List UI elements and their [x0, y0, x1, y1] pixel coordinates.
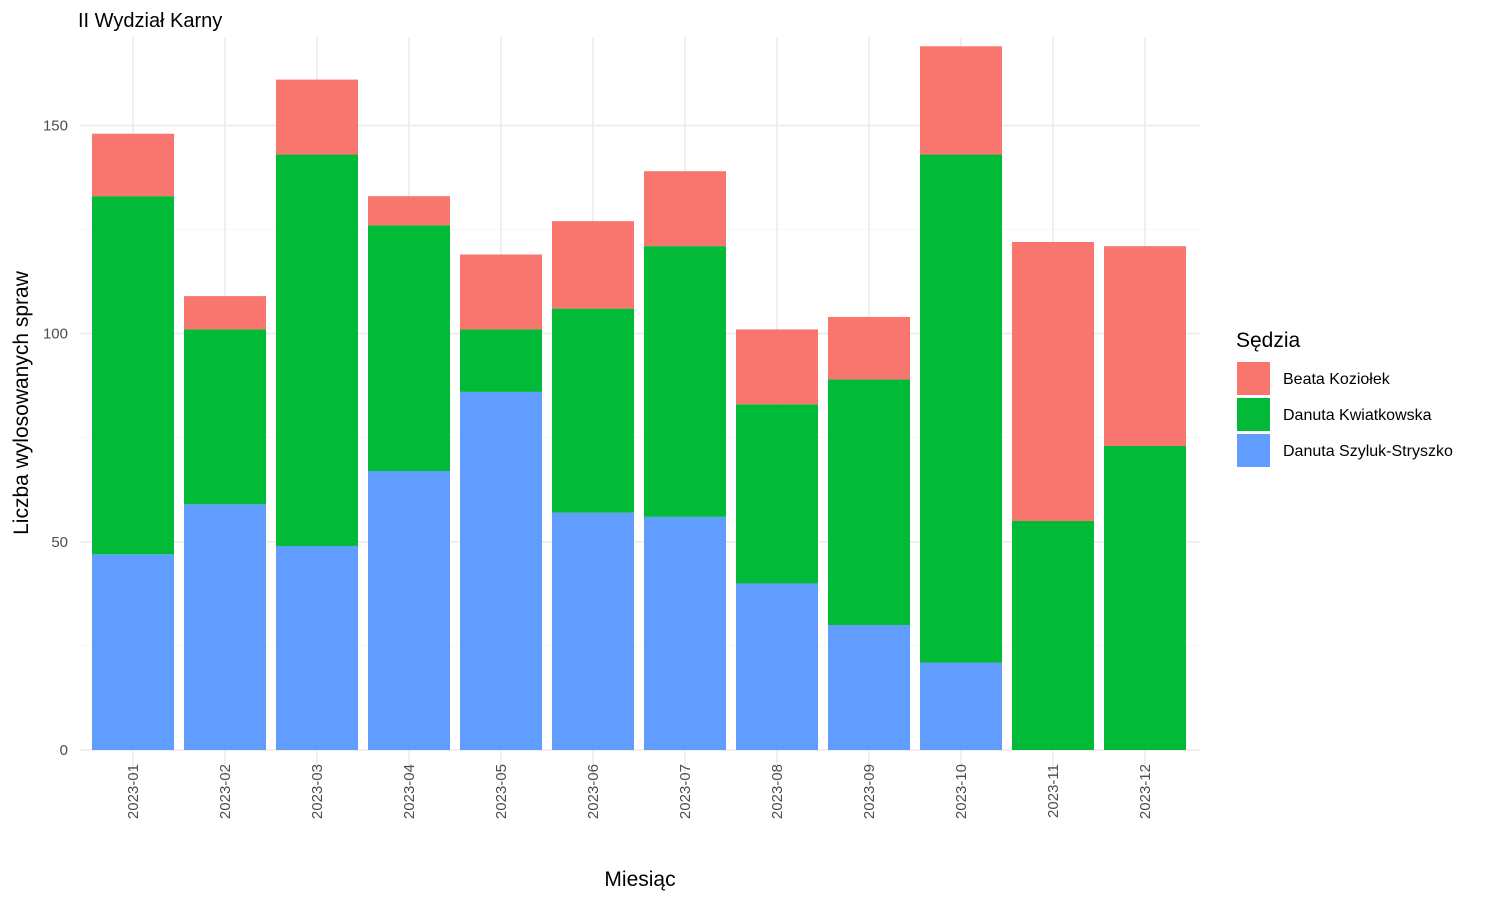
bar-segment — [920, 662, 1002, 750]
legend-key — [1237, 434, 1270, 467]
y-tick-label: 50 — [51, 534, 68, 551]
bar-segment — [1012, 520, 1094, 750]
x-tick-label: 2023-07 — [677, 764, 694, 819]
bar-segment — [1012, 241, 1094, 521]
x-tick-labels: 2023-01 2023-02 2023-03 2023-04 2023-05 2023-… — [125, 764, 1154, 819]
y-tick-label: 150 — [43, 117, 68, 134]
bar-segment — [736, 583, 818, 750]
chart-title: II Wydział Karny — [78, 10, 222, 32]
bar-segment — [1104, 446, 1186, 750]
x-tick-label: 2023-09 — [861, 764, 878, 819]
bar-segment — [460, 329, 542, 392]
legend-title: Sędzia — [1236, 329, 1301, 352]
bar-segment — [368, 225, 450, 472]
bar-segment — [460, 254, 542, 330]
bar-segment — [736, 329, 818, 405]
bar-segment — [920, 46, 1002, 155]
bar-segment — [184, 296, 266, 330]
y-axis-title: Liczba wylosowanych spraw — [10, 270, 33, 535]
bar-segment — [828, 625, 910, 750]
bar-segment — [644, 171, 726, 247]
bar-segment — [92, 554, 174, 750]
bar-segment — [276, 154, 358, 546]
x-tick-label: 2023-06 — [585, 764, 602, 819]
bar-segment — [828, 316, 910, 380]
legend-label: Beata Koziołek — [1283, 371, 1391, 388]
bar-segment — [276, 79, 358, 155]
bar-segment — [184, 504, 266, 750]
legend-key — [1237, 398, 1270, 431]
bar-segment — [460, 391, 542, 750]
bar-segment — [828, 379, 910, 626]
y-tick-label: 100 — [43, 326, 68, 343]
bar-segment — [92, 133, 174, 197]
x-tick-label: 2023-03 — [309, 764, 326, 819]
x-tick-label: 2023-02 — [217, 764, 234, 819]
bar-segment — [552, 512, 634, 750]
bar-segment — [920, 154, 1002, 663]
bars — [92, 46, 1186, 750]
x-tick-label: 2023-01 — [125, 764, 142, 819]
x-tick-label: 2023-04 — [401, 764, 418, 819]
bar-segment — [644, 516, 726, 750]
bar-segment — [736, 404, 818, 584]
bar-segment — [552, 221, 634, 309]
bar-segment — [92, 196, 174, 555]
x-tick-label: 2023-10 — [953, 764, 970, 819]
x-axis-title: Miesiąc — [604, 868, 675, 891]
bar-segment — [552, 308, 634, 513]
x-tick-label: 2023-08 — [769, 764, 786, 819]
y-tick-labels: 0 50 100 150 — [43, 117, 68, 759]
bar-segment — [368, 196, 450, 226]
y-tick-label: 0 — [60, 742, 68, 759]
x-tick-label: 2023-05 — [493, 764, 510, 819]
bar-segment — [276, 545, 358, 750]
legend-key — [1237, 362, 1270, 395]
bar-segment — [184, 329, 266, 505]
x-tick-label: 2023-11 — [1045, 764, 1062, 818]
bar-segment — [1104, 246, 1186, 447]
legend: Sędzia Beata Koziołek Danuta Kwiatkowska D… — [1236, 329, 1453, 467]
bar-segment — [368, 471, 450, 750]
legend-label: Danuta Kwiatkowska — [1283, 407, 1432, 424]
legend-label: Danuta Szyluk-Stryszko — [1283, 443, 1453, 460]
x-tick-label: 2023-12 — [1137, 764, 1154, 819]
bar-segment — [644, 246, 726, 517]
